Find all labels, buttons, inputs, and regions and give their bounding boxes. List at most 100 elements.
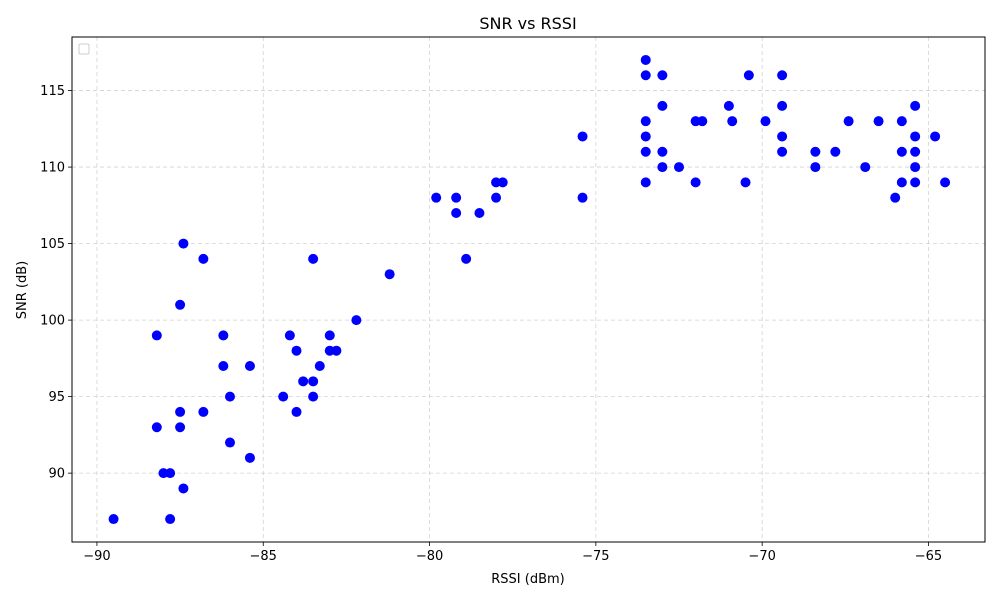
x-tick-label: −70 <box>748 549 775 564</box>
data-point <box>843 116 854 127</box>
data-point <box>743 70 754 81</box>
data-point <box>830 146 841 157</box>
x-axis: −90 −85 −80 −75 −70 −65 <box>83 542 942 564</box>
data-point <box>165 514 176 525</box>
data-point <box>151 330 162 341</box>
data-point <box>284 330 295 341</box>
data-point <box>910 100 921 111</box>
x-tick-label: −65 <box>915 549 942 564</box>
data-point <box>244 452 255 463</box>
data-point <box>278 391 289 402</box>
y-tick-label: 90 <box>48 467 65 482</box>
data-point <box>777 100 788 111</box>
data-point <box>577 131 588 142</box>
data-point <box>910 131 921 142</box>
data-point <box>577 192 588 203</box>
data-point <box>760 116 771 127</box>
data-point <box>384 269 395 280</box>
y-tick-label: 100 <box>40 314 65 329</box>
data-point <box>491 192 502 203</box>
x-axis-label: RSSI (dBm) <box>491 572 564 587</box>
data-point <box>640 146 651 157</box>
data-point <box>740 177 751 188</box>
data-point <box>108 514 119 525</box>
data-point <box>940 177 951 188</box>
data-point <box>218 361 229 372</box>
y-tick-label: 110 <box>40 161 65 176</box>
grid-lines <box>72 37 985 542</box>
y-axis-label: SNR (dB) <box>15 261 30 319</box>
x-tick-label: −90 <box>83 549 110 564</box>
data-point <box>224 391 235 402</box>
data-point <box>657 100 668 111</box>
data-points <box>108 54 951 525</box>
legend-box <box>78 43 90 55</box>
data-point <box>873 116 884 127</box>
data-point <box>930 131 941 142</box>
data-point <box>896 116 907 127</box>
data-point <box>640 54 651 65</box>
data-point <box>308 253 319 264</box>
data-point <box>860 162 871 173</box>
data-point <box>175 299 186 310</box>
data-point <box>640 116 651 127</box>
data-point <box>461 253 472 264</box>
data-point <box>640 131 651 142</box>
data-point <box>324 330 335 341</box>
data-point <box>777 131 788 142</box>
data-point <box>497 177 508 188</box>
data-point <box>657 146 668 157</box>
data-point <box>151 422 162 433</box>
data-point <box>727 116 738 127</box>
plot-frame <box>71 36 986 543</box>
y-axis: 90 95 100 105 110 115 <box>40 84 72 482</box>
data-point <box>896 177 907 188</box>
data-point <box>640 70 651 81</box>
data-point <box>697 116 708 127</box>
y-tick-label: 115 <box>40 84 65 99</box>
y-tick-label: 95 <box>48 390 65 405</box>
data-point <box>314 361 325 372</box>
data-point <box>308 391 319 402</box>
data-point <box>451 207 462 218</box>
data-point <box>351 315 362 326</box>
data-point <box>896 146 907 157</box>
data-point <box>298 376 309 387</box>
data-point <box>178 238 189 249</box>
data-point <box>474 207 485 218</box>
data-point <box>218 330 229 341</box>
data-point <box>165 468 176 479</box>
data-point <box>224 437 235 448</box>
data-point <box>890 192 901 203</box>
data-point <box>910 146 921 157</box>
data-point <box>198 253 209 264</box>
data-point <box>777 146 788 157</box>
data-point <box>723 100 734 111</box>
data-point <box>451 192 462 203</box>
data-point <box>910 162 921 173</box>
data-point <box>910 177 921 188</box>
data-point <box>674 162 685 173</box>
x-tick-label: −75 <box>582 549 609 564</box>
data-point <box>657 162 668 173</box>
data-point <box>810 146 821 157</box>
data-point <box>331 345 342 356</box>
data-point <box>244 361 255 372</box>
data-point <box>291 345 302 356</box>
data-point <box>810 162 821 173</box>
data-point <box>640 177 651 188</box>
data-point <box>777 70 788 81</box>
data-point <box>178 483 189 494</box>
data-point <box>690 177 701 188</box>
data-point <box>175 406 186 417</box>
data-point <box>308 376 319 387</box>
y-tick-label: 105 <box>40 237 65 252</box>
data-point <box>291 406 302 417</box>
data-point <box>657 70 668 81</box>
data-point <box>431 192 442 203</box>
x-tick-label: −85 <box>250 549 277 564</box>
data-point <box>198 406 209 417</box>
chart-title: SNR vs RSSI <box>479 14 576 33</box>
data-point <box>175 422 186 433</box>
